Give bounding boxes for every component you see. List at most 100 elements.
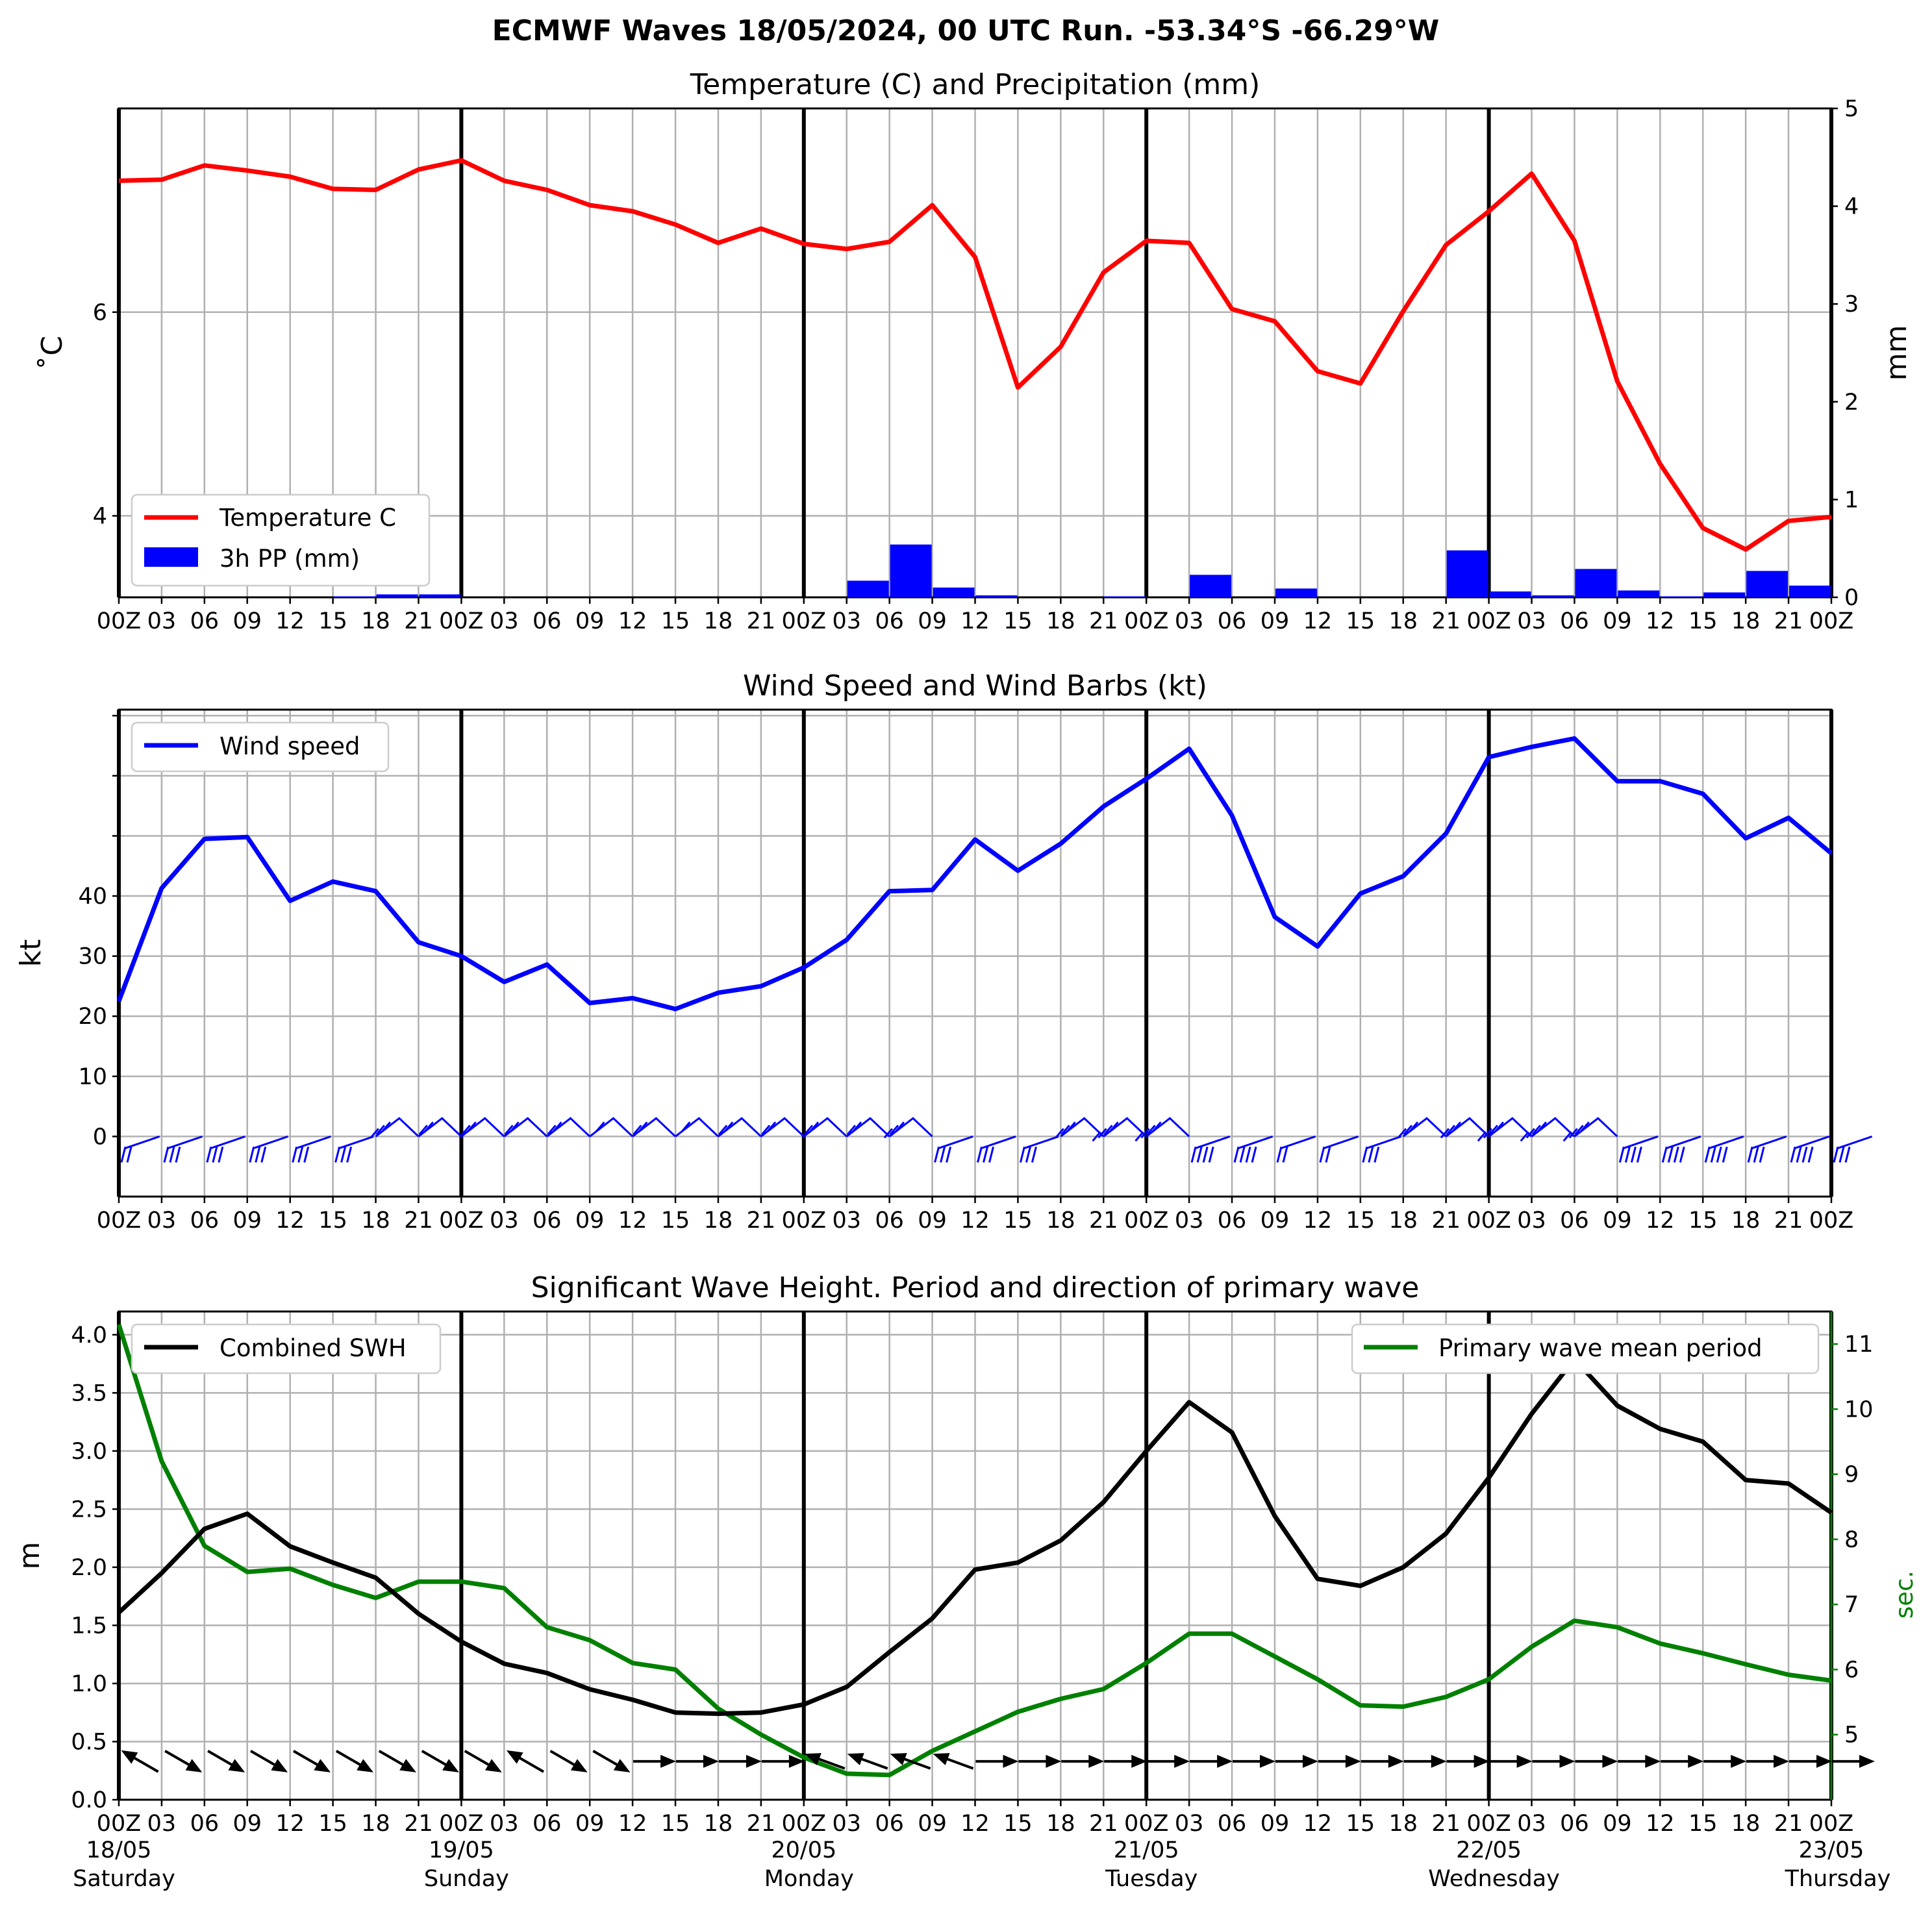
y-axis-label: kt bbox=[14, 939, 47, 967]
precip-bar bbox=[847, 580, 889, 597]
arrow-shaft bbox=[164, 1750, 194, 1769]
barb-staff bbox=[938, 1135, 973, 1149]
x-tick-label: 18 bbox=[1046, 1811, 1075, 1837]
panel-title: Significant Wave Height. Period and dire… bbox=[531, 1271, 1420, 1304]
barb-feather bbox=[1790, 1147, 1796, 1163]
wind-barb bbox=[1190, 1135, 1231, 1163]
x-tick-label: 21 bbox=[747, 1811, 776, 1837]
wind-barb bbox=[803, 1117, 847, 1137]
barb-feather bbox=[1759, 1147, 1765, 1163]
x-tick-label: 06 bbox=[1560, 608, 1589, 634]
arrow-head bbox=[121, 1750, 138, 1764]
y-tick-label: 1.0 bbox=[71, 1671, 107, 1697]
barb-staff bbox=[1709, 1135, 1744, 1149]
barb-feather bbox=[212, 1147, 218, 1163]
wave-direction-arrow bbox=[1789, 1754, 1833, 1768]
wind-barb bbox=[334, 1135, 374, 1163]
wave-direction-arrow bbox=[207, 1750, 245, 1772]
precip-bar bbox=[1489, 591, 1531, 597]
barb-feather bbox=[334, 1147, 341, 1163]
arrow-head bbox=[1131, 1754, 1148, 1768]
barb-feather bbox=[1055, 1128, 1064, 1139]
day-name-label: Sunday bbox=[424, 1866, 509, 1892]
x-tick-label: 21 bbox=[1089, 1208, 1118, 1234]
barb-feather bbox=[1446, 1125, 1456, 1136]
barb-feather bbox=[1796, 1147, 1802, 1163]
x-tick-label: 12 bbox=[1303, 1208, 1333, 1234]
arrow-head bbox=[1003, 1754, 1019, 1768]
wave-direction-arrow bbox=[164, 1750, 203, 1772]
barb-feather bbox=[1838, 1147, 1845, 1163]
day-name-label: Monday bbox=[764, 1866, 854, 1892]
x-tick-label: 21 bbox=[404, 608, 433, 634]
wind-barb bbox=[1704, 1135, 1744, 1163]
wave-direction-arrow bbox=[1361, 1754, 1404, 1768]
x-tick-label: 21 bbox=[1774, 608, 1803, 634]
barb-staff bbox=[1794, 1135, 1830, 1149]
precip-bar bbox=[333, 596, 375, 597]
arrow-head bbox=[314, 1759, 331, 1772]
barb-staff bbox=[1324, 1135, 1359, 1149]
barb-feather bbox=[260, 1147, 267, 1163]
arrow-shaft bbox=[899, 1756, 931, 1770]
barb-feather bbox=[1477, 1131, 1487, 1142]
barb-feather bbox=[1319, 1147, 1325, 1163]
barb-feather bbox=[809, 1121, 820, 1132]
wind-barb bbox=[206, 1135, 245, 1163]
x-tick-label: 00Z bbox=[439, 1208, 484, 1234]
precip-bar bbox=[1661, 596, 1703, 597]
x-tick-label: 09 bbox=[1603, 608, 1632, 634]
x-tick-label: 15 bbox=[1003, 1811, 1033, 1837]
wave-direction-arrow bbox=[933, 1753, 974, 1770]
x-tick-label: 03 bbox=[147, 1208, 177, 1234]
x-tick-label: 06 bbox=[875, 1208, 904, 1234]
wave-direction-arrow bbox=[890, 1753, 931, 1770]
x-tick-label: 09 bbox=[1261, 608, 1290, 634]
barb-feather bbox=[1196, 1147, 1203, 1163]
legend: Wind speed bbox=[131, 721, 390, 773]
wind-barb bbox=[760, 1117, 805, 1137]
x-tick-label: 18 bbox=[1046, 608, 1075, 634]
arrow-head bbox=[746, 1754, 762, 1768]
barb-feather bbox=[1152, 1121, 1162, 1132]
y-tick-label: 3.5 bbox=[71, 1380, 107, 1406]
barb-feather bbox=[1661, 1147, 1668, 1163]
arrow-head bbox=[1602, 1754, 1618, 1768]
x-tick-label: 06 bbox=[1218, 1208, 1247, 1234]
wind-barb bbox=[1019, 1135, 1059, 1163]
arrow-head bbox=[788, 1754, 805, 1768]
x-tick-label: 00Z bbox=[1124, 608, 1169, 634]
barb-feather bbox=[889, 1125, 899, 1136]
x-tick-label: 06 bbox=[533, 1208, 562, 1234]
x-tick-label: 06 bbox=[1560, 1208, 1589, 1234]
x-tick-label: 12 bbox=[1646, 608, 1675, 634]
barb-feather bbox=[163, 1147, 169, 1163]
barb-feather bbox=[1716, 1147, 1722, 1163]
x-tick-label: 09 bbox=[233, 1811, 262, 1837]
barb-feather bbox=[206, 1147, 212, 1163]
wind-barb bbox=[675, 1117, 719, 1137]
barb-staff bbox=[675, 1117, 719, 1137]
x-tick-label: 09 bbox=[918, 1811, 947, 1837]
barb-feather bbox=[1440, 1128, 1450, 1139]
barb-feather bbox=[1208, 1147, 1214, 1163]
barb-feather bbox=[766, 1121, 777, 1132]
barb-feather bbox=[883, 1128, 894, 1139]
wave-direction-arrow bbox=[1703, 1754, 1747, 1768]
wind-barb bbox=[418, 1117, 462, 1137]
barb-feather bbox=[1630, 1147, 1637, 1163]
wind-barb bbox=[120, 1135, 160, 1163]
x-tick-label: 18 bbox=[1046, 1208, 1075, 1234]
wave-direction-arrow bbox=[421, 1750, 459, 1772]
arrow-head bbox=[1516, 1754, 1533, 1768]
x-tick-label: 12 bbox=[275, 1811, 305, 1837]
barb-staff bbox=[1238, 1135, 1273, 1149]
x-tick-label: 06 bbox=[875, 608, 904, 634]
x-tick-label: 12 bbox=[960, 608, 990, 634]
barb-feather bbox=[983, 1147, 988, 1163]
x-tick-label: 12 bbox=[1303, 1811, 1333, 1837]
arrow-shaft bbox=[292, 1750, 323, 1769]
barb-staff bbox=[1281, 1135, 1316, 1149]
arrow-head bbox=[1174, 1754, 1190, 1768]
x-tick-label: 15 bbox=[1688, 1811, 1718, 1837]
